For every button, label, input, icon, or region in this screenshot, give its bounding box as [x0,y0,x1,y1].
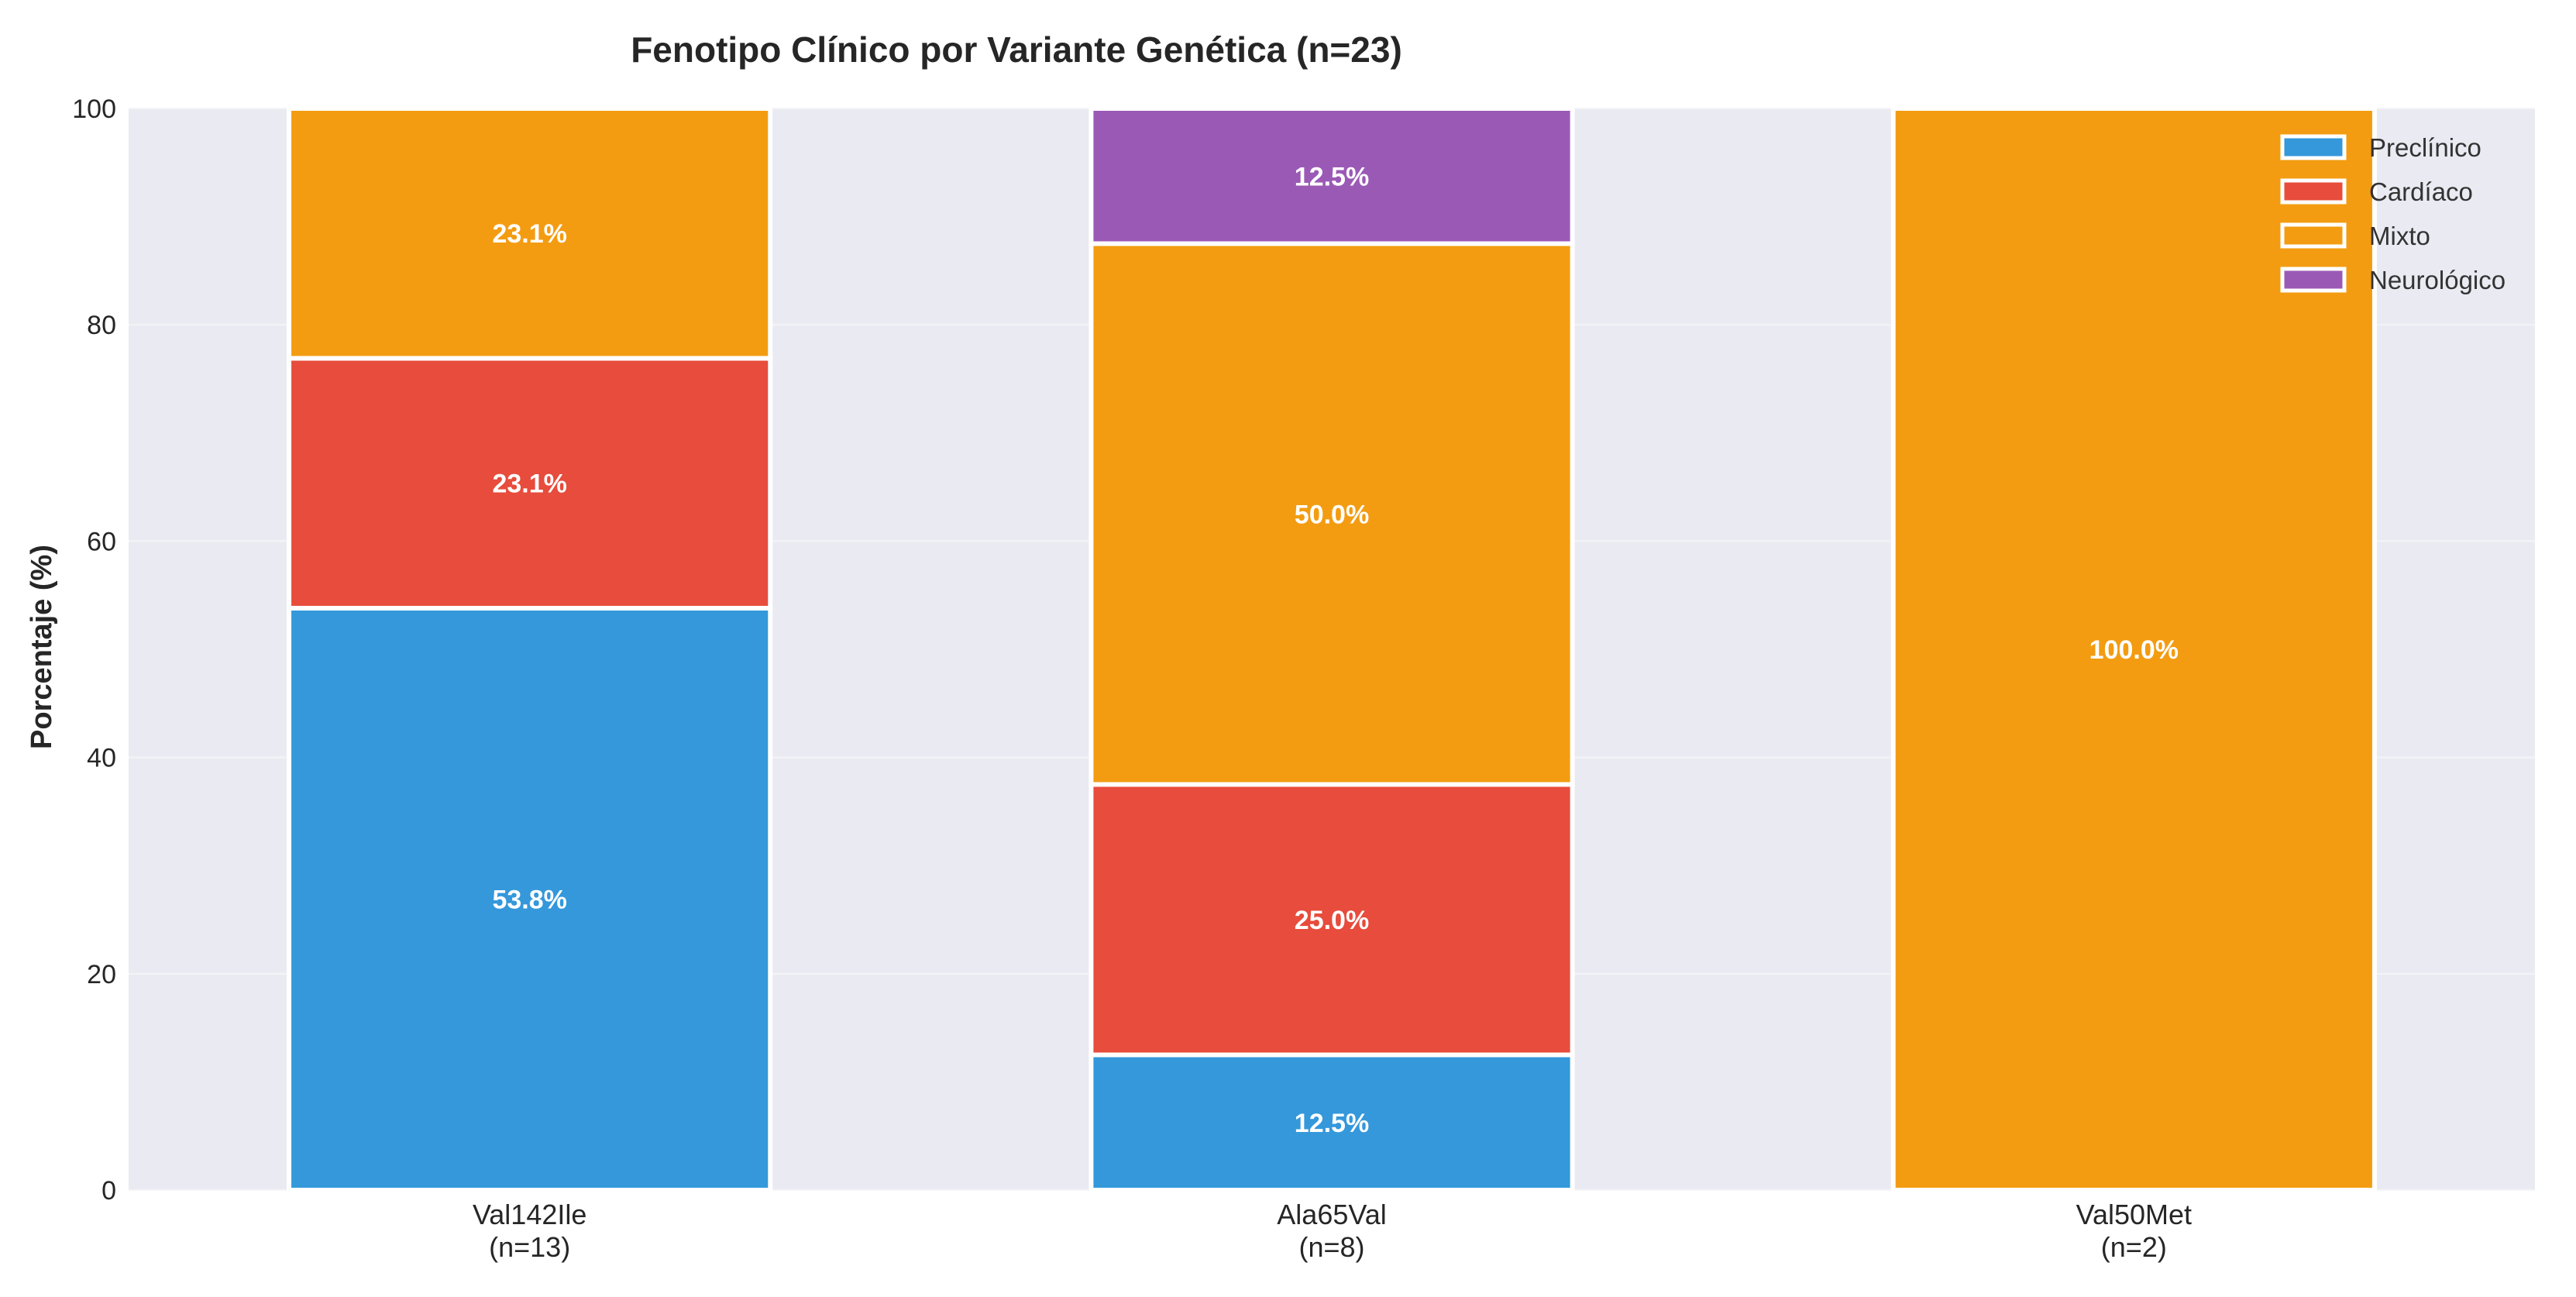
legend-item: Cardíaco [2280,177,2473,206]
y-tick-label: 100 [72,95,116,124]
y-tick-label: 60 [87,527,116,556]
x-tick-label: Ala65Val [1277,1199,1386,1230]
x-tick-sublabel: (n=2) [2101,1231,2167,1263]
legend-label: Neurológico [2369,266,2505,294]
x-tick-sublabel: (n=8) [1298,1231,1364,1263]
data-label: 50.0% [1295,501,1369,530]
y-axis: 0 20 40 60 80 100 [72,95,116,1206]
data-label: 12.5% [1295,1109,1369,1138]
data-label: 12.5% [1295,162,1369,191]
legend-item: Neurológico [2280,266,2505,294]
bar-segment [287,605,773,1192]
bar-segment [1089,241,1575,787]
bar-segment [1089,106,1575,246]
legend-item: Mixto [2280,222,2430,250]
legend-swatch [2280,222,2347,249]
bars [287,106,2377,1192]
x-tick-label: Val142Ile [473,1199,586,1230]
legend-swatch [2280,178,2347,205]
x-axis: Val142Ile(n=13) Ala65Val(n=8) Val50Met(n=2… [473,1199,2192,1263]
data-labels: 53.8% 23.1% 23.1% 12.5% 25.0% 50.0% 12.5% 100.0… [492,162,2179,1138]
x-tick-sublabel: (n=13) [489,1231,570,1263]
data-label: 25.0% [1295,906,1369,935]
legend-swatch [2280,134,2347,160]
legend-item: Preclínico [2280,133,2481,162]
data-label: 23.1% [492,219,566,249]
bar-segment [1089,782,1575,1058]
chart-title: Fenotipo Clínico por Variante Genética (… [631,29,1402,70]
legend: Preclínico Cardíaco Mixto Neurológico [2280,133,2505,294]
legend-label: Mixto [2369,222,2430,250]
data-label: 23.1% [492,470,566,499]
data-label: 53.8% [492,885,566,914]
legend-swatch [2280,267,2347,293]
y-tick-label: 0 [101,1176,116,1206]
y-axis-label: Porcentaje (%) [26,545,58,749]
bar-segment [287,106,773,361]
legend-label: Cardíaco [2369,177,2473,206]
y-tick-label: 80 [87,311,116,340]
y-tick-label: 40 [87,744,116,773]
y-tick-label: 20 [87,960,116,989]
legend-label: Preclínico [2369,133,2481,162]
x-tick-label: Val50Met [2076,1199,2192,1230]
data-label: 100.0% [2089,635,2179,665]
